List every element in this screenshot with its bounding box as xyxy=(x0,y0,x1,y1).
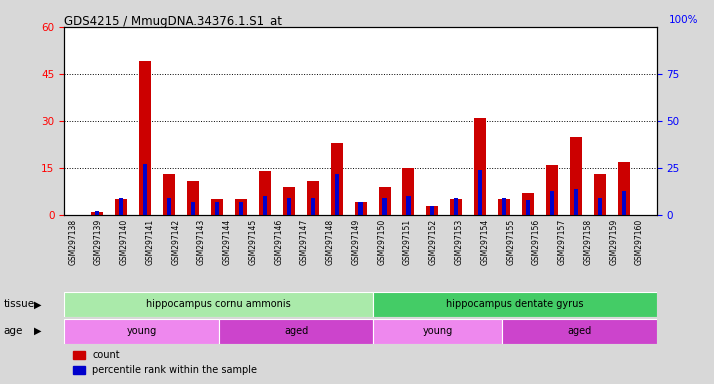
Text: aged: aged xyxy=(284,326,308,336)
Text: age: age xyxy=(4,326,23,336)
Text: hippocampus cornu ammonis: hippocampus cornu ammonis xyxy=(146,299,291,310)
Bar xyxy=(373,319,502,344)
Text: GSM297153: GSM297153 xyxy=(455,219,463,265)
Bar xyxy=(215,202,219,215)
Bar xyxy=(143,164,147,215)
Bar xyxy=(574,189,578,215)
Bar xyxy=(91,212,103,215)
Text: GSM297140: GSM297140 xyxy=(120,219,129,265)
Bar xyxy=(426,206,438,215)
Bar xyxy=(474,118,486,215)
Text: GSM297146: GSM297146 xyxy=(274,219,283,265)
Text: GSM297159: GSM297159 xyxy=(609,219,618,265)
Bar xyxy=(211,199,223,215)
Bar xyxy=(358,202,363,215)
Text: GSM297154: GSM297154 xyxy=(481,219,489,265)
Text: 100%: 100% xyxy=(669,15,698,25)
Text: GDS4215 / MmugDNA.34376.1.S1_at: GDS4215 / MmugDNA.34376.1.S1_at xyxy=(64,15,282,28)
Bar xyxy=(618,162,630,215)
Bar xyxy=(622,190,626,215)
Bar xyxy=(286,198,291,215)
Bar xyxy=(238,202,243,215)
Bar xyxy=(283,187,295,215)
Text: aged: aged xyxy=(568,326,592,336)
Bar xyxy=(403,168,414,215)
Bar xyxy=(167,198,171,215)
Text: GSM297158: GSM297158 xyxy=(583,219,593,265)
Bar xyxy=(526,200,531,215)
Text: GSM297144: GSM297144 xyxy=(223,219,232,265)
Legend: count, percentile rank within the sample: count, percentile rank within the sample xyxy=(69,346,261,379)
Bar xyxy=(219,319,373,344)
Text: young: young xyxy=(126,326,156,336)
Bar xyxy=(383,198,386,215)
Bar xyxy=(307,180,318,215)
Text: GSM297148: GSM297148 xyxy=(326,219,335,265)
Bar xyxy=(502,198,506,215)
Bar xyxy=(187,180,199,215)
Text: GSM297143: GSM297143 xyxy=(197,219,206,265)
Bar xyxy=(355,202,366,215)
Text: tissue: tissue xyxy=(4,299,35,310)
Bar xyxy=(191,202,195,215)
Text: GSM297156: GSM297156 xyxy=(532,219,541,265)
Bar xyxy=(331,143,343,215)
Text: GSM297150: GSM297150 xyxy=(377,219,386,265)
Bar xyxy=(502,319,657,344)
Bar xyxy=(406,196,411,215)
Bar xyxy=(235,199,247,215)
Bar xyxy=(311,198,315,215)
Bar xyxy=(64,319,219,344)
Text: GSM297141: GSM297141 xyxy=(146,219,154,265)
Bar xyxy=(335,174,338,215)
Text: GSM297139: GSM297139 xyxy=(94,219,103,265)
Bar xyxy=(598,198,602,215)
Text: GSM297147: GSM297147 xyxy=(300,219,309,265)
Bar xyxy=(522,193,534,215)
Bar xyxy=(163,174,175,215)
Bar xyxy=(454,198,458,215)
Text: ▶: ▶ xyxy=(34,299,42,310)
Bar xyxy=(378,187,391,215)
Bar xyxy=(550,190,554,215)
Bar xyxy=(119,198,124,215)
Text: GSM297149: GSM297149 xyxy=(351,219,361,265)
Bar xyxy=(594,174,606,215)
Text: GSM297157: GSM297157 xyxy=(558,219,567,265)
Text: GSM297138: GSM297138 xyxy=(68,219,77,265)
Bar xyxy=(263,196,267,215)
Text: ▶: ▶ xyxy=(34,326,42,336)
Text: GSM297145: GSM297145 xyxy=(248,219,258,265)
Bar xyxy=(451,199,463,215)
Bar xyxy=(139,61,151,215)
Bar xyxy=(498,199,511,215)
Text: hippocampus dentate gyrus: hippocampus dentate gyrus xyxy=(446,299,584,310)
Text: GSM297155: GSM297155 xyxy=(506,219,516,265)
Bar xyxy=(258,171,271,215)
Text: GSM297160: GSM297160 xyxy=(635,219,644,265)
Bar xyxy=(95,211,99,215)
Text: GSM297142: GSM297142 xyxy=(171,219,180,265)
Bar xyxy=(115,199,127,215)
Bar xyxy=(546,165,558,215)
Bar xyxy=(570,137,582,215)
Text: young: young xyxy=(423,326,453,336)
Bar xyxy=(478,170,483,215)
Bar xyxy=(431,206,435,215)
Text: GSM297152: GSM297152 xyxy=(429,219,438,265)
Text: GSM297151: GSM297151 xyxy=(403,219,412,265)
Bar xyxy=(373,292,657,317)
Bar xyxy=(64,292,373,317)
